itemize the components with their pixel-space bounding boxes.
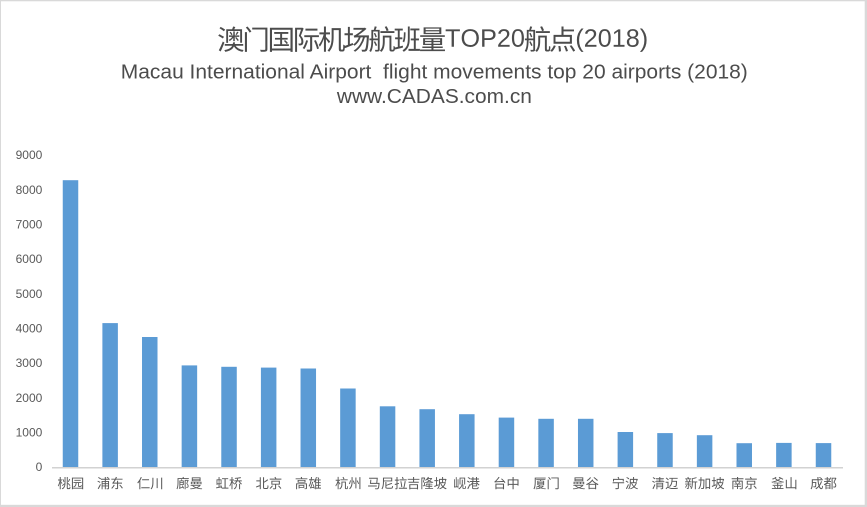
svg-text:www.CADAS.com.cn: www.CADAS.com.cn <box>336 86 532 108</box>
svg-text:2000: 2000 <box>16 391 43 405</box>
svg-text:8000: 8000 <box>16 183 43 197</box>
svg-text:0: 0 <box>36 460 43 474</box>
svg-text:5000: 5000 <box>16 287 43 301</box>
svg-text:6000: 6000 <box>16 252 43 266</box>
svg-text:1000: 1000 <box>16 426 43 440</box>
svg-text:Macau International Airport f: Macau International Airport flight movem… <box>121 62 748 84</box>
svg-text:7000: 7000 <box>16 217 43 231</box>
svg-text:4000: 4000 <box>16 322 43 336</box>
svg-text:9000: 9000 <box>16 148 43 162</box>
svg-text:3000: 3000 <box>16 356 43 370</box>
